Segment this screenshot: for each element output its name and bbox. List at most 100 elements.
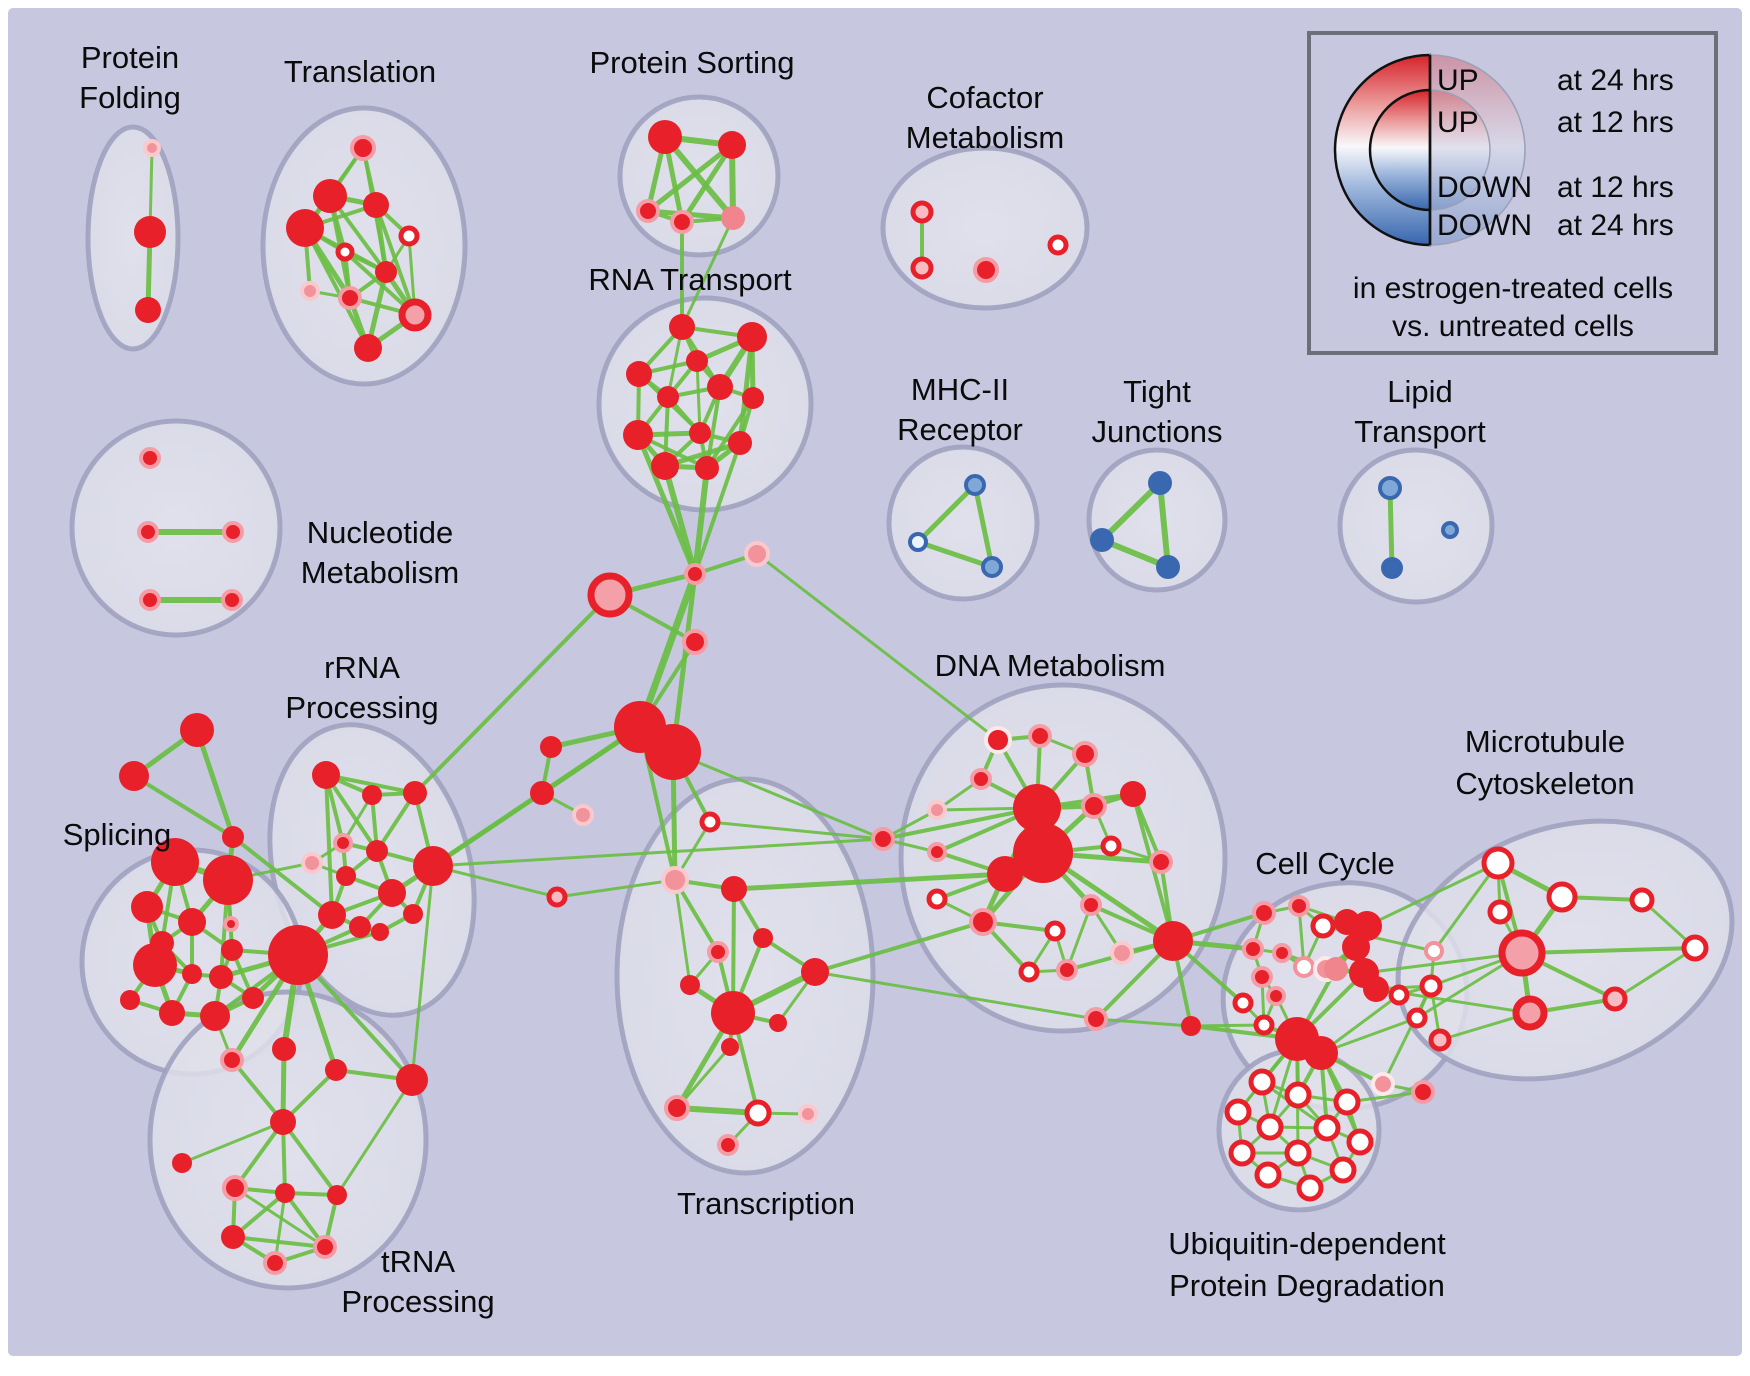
node-lp3 [1441,521,1459,539]
node-ub7 [1228,1139,1256,1167]
network-edge [705,396,755,470]
node-l3 [572,804,594,826]
node-rt2 [737,322,767,352]
cluster-label-mhc-ii-receptor-line1: MHC-II [911,372,1009,407]
node-cc7 [1232,992,1254,1014]
network-edge [680,216,735,329]
cluster-label-nucleotide-metabolism-line1: Nucleotide [307,515,453,550]
network-edge [132,774,235,839]
node-dm13 [1100,835,1122,857]
node-cc20 [1304,1036,1338,1070]
node-t6 [335,242,355,262]
node-t1 [350,135,376,161]
legend-time-24down: at 24 hrs [1557,209,1674,242]
node-t3 [363,192,389,218]
node-t5 [398,225,420,247]
legend-dir-down-24: DOWN [1437,209,1532,242]
node-tc4 [721,876,747,902]
cluster-label-rrna-processing-line2: Processing [285,690,438,725]
cluster-label-trna-processing-line2: Processing [341,1284,494,1319]
node-cc25 [1419,974,1443,998]
node-tn4 [275,1183,295,1203]
cluster-label-transcription: Transcription [677,1186,855,1221]
network-edge [1387,485,1395,571]
node-ub2 [1284,1081,1312,1109]
node-ub4 [1224,1098,1252,1126]
cluster-label-rrna-processing-line1: rRNA [324,650,400,685]
cluster-label-cofactor-metabolism-line1: Cofactor [926,80,1043,115]
network-edge [1094,1017,1193,1028]
node-sp7 [221,939,243,961]
legend-circle-inner-left-icon [1368,88,1432,212]
network-edge [1189,1023,1266,1028]
network-edge [324,773,417,795]
node-dm9 [1081,793,1107,819]
node-tc5 [753,928,773,948]
node-tn6 [221,1225,245,1249]
node-rt11 [651,452,679,480]
node-dm5 [927,800,947,820]
network-edge [755,552,1000,742]
node-ub12 [1296,1174,1324,1202]
node-rt4 [686,350,708,372]
node-sp9 [182,964,202,984]
cluster-label-microtubule-cytoskeleton-line1: Microtubule [1465,724,1625,759]
network-edge [410,864,435,1082]
network-edge [194,727,236,840]
network-edge [636,570,699,731]
network-edge [813,970,1098,1021]
node-ps2 [718,131,746,159]
node-ch1 [684,563,706,585]
node-tc7 [680,975,700,995]
node-sp12 [159,1000,185,1026]
node-mt4 [1498,929,1546,977]
cluster-label-lipid-transport-line2: Transport [1354,414,1486,449]
node-dm18 [1044,920,1066,942]
network-edge [915,482,978,545]
node-dm12 [987,856,1023,892]
network-edge [662,134,736,221]
node-tj1 [1148,471,1172,495]
network-edge [1065,903,1093,972]
node-rr10 [349,916,371,938]
legend-time-12up: at 12 hrs [1557,106,1674,139]
node-rt8 [623,420,653,450]
node-rt9 [689,422,711,444]
node-nm4 [139,589,161,611]
node-cc8 [1253,1014,1275,1036]
cluster-label-translation: Translation [284,54,436,89]
node-dm14 [1149,850,1173,874]
network-edge [413,593,612,795]
node-cc26 [1388,984,1410,1006]
node-nm3 [222,521,244,543]
node-nm1 [139,447,161,469]
cluster-label-cell-cycle: Cell Cycle [1255,846,1395,881]
network-edge [1157,480,1171,570]
cluster-label-mhc-ii-receptor-line2: Receptor [897,412,1023,447]
node-dm4 [970,768,992,790]
node-ub3 [1333,1088,1361,1116]
node-t8 [300,281,320,301]
network-edge [1362,951,1524,975]
cluster-label-ubiquitin-dependent-protein-degradation-line1: Ubiquitin-dependent [1168,1226,1446,1261]
cluster-label-lipid-transport-line1: Lipid [1387,374,1453,409]
node-pf3 [135,297,161,323]
network-edge [675,1045,732,1110]
node-hub2 [645,724,701,780]
network-edge [281,1120,339,1197]
network-edge [335,1078,414,1197]
network-edge [1365,861,1500,928]
node-dm16 [969,908,997,936]
network-edge [693,441,742,576]
node-t2 [313,179,347,213]
network-edge [972,482,995,570]
node-rr3 [403,781,427,805]
node-cc16 [1324,957,1348,981]
cluster-label-tight-junctions-line2: Junctions [1092,414,1223,449]
node-cc5 [1266,986,1286,1006]
node-cc4 [1251,966,1273,988]
node-dm8 [1013,784,1061,832]
node-sp5 [223,916,239,932]
network-edge [1099,480,1163,543]
network-edge [374,203,417,317]
